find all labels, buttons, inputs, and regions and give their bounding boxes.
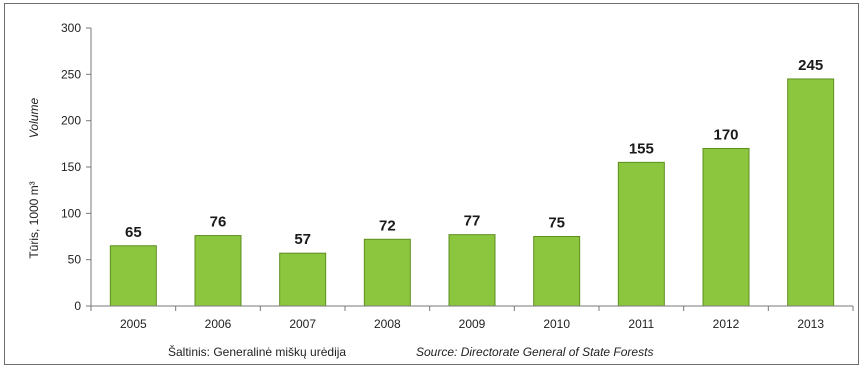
x-tick-label-2009: 2009: [459, 317, 486, 331]
y-axis-ticks: 0 50 100 150 200 250 300: [61, 21, 91, 313]
y-tick-label: 100: [61, 206, 81, 220]
data-label-2013: 245: [798, 57, 823, 74]
x-tick-label-2008: 2008: [374, 317, 401, 331]
x-tick-label-2007: 2007: [289, 317, 316, 331]
y-tick-label: 0: [74, 299, 81, 313]
x-tick-label-2011: 2011: [628, 317, 654, 331]
bar-2008: [363, 238, 411, 307]
data-label-2008: 72: [379, 217, 396, 234]
data-label-2007: 57: [294, 231, 311, 248]
bar-2007: [279, 252, 327, 307]
bar-2013: [787, 78, 835, 307]
y-axis-label: Tūris, 1000 m³: [27, 181, 41, 258]
bar-2012: [702, 147, 750, 307]
data-label-2009: 77: [464, 213, 481, 230]
y-axis-label-en: Volume: [27, 98, 41, 139]
y-tick-label: 150: [61, 160, 81, 174]
bars: 65 76 57 72 77 75 155 170 245: [109, 57, 835, 307]
y-tick-label: 200: [61, 114, 81, 128]
source-lt: Šaltinis: Generalinė miškų urėdija: [168, 344, 346, 359]
data-label-2006: 76: [210, 214, 227, 231]
bar-2009: [448, 234, 496, 307]
x-axis-ticks: 2005 2006 2007 2008 2009 2010 2011 2012 2013: [90, 306, 854, 331]
data-label-2010: 75: [548, 215, 565, 232]
x-tick-label-2012: 2012: [713, 317, 740, 331]
bar-2010: [533, 236, 581, 307]
y-tick-label: 250: [61, 67, 81, 81]
source-en: Source: Directorate General of State For…: [416, 345, 653, 359]
x-tick-label-2013: 2013: [797, 317, 824, 331]
y-tick-label: 300: [61, 21, 81, 35]
x-tick-label-2010: 2010: [543, 317, 570, 331]
bar-2011: [617, 161, 665, 307]
y-tick-label: 50: [68, 253, 82, 267]
x-tick-label-2005: 2005: [120, 317, 147, 331]
data-label-2005: 65: [125, 224, 142, 241]
data-label-2011: 155: [629, 140, 654, 157]
x-tick-label-2006: 2006: [205, 317, 232, 331]
data-label-2012: 170: [713, 126, 738, 143]
bar-2005: [109, 245, 157, 307]
bar-2006: [194, 235, 242, 307]
